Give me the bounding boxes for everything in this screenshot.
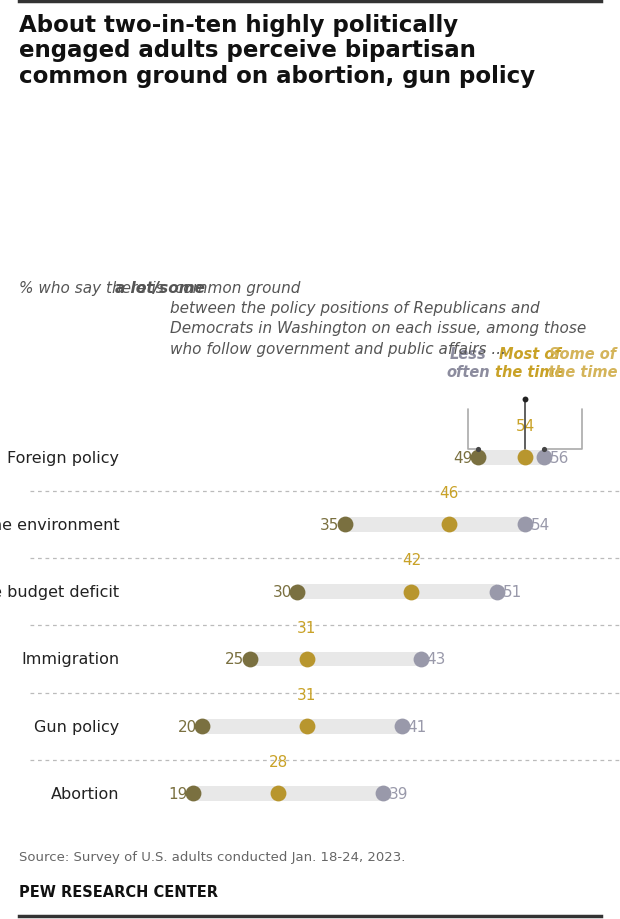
Point [198,719,208,733]
Text: 25: 25 [225,652,244,666]
Point [378,786,388,800]
Text: 54: 54 [531,517,551,532]
Text: a lot/some: a lot/some [115,280,205,295]
Point [293,584,303,599]
Text: The budget deficit: The budget deficit [0,584,119,599]
Text: 19: 19 [168,786,187,801]
Bar [193,786,383,800]
Text: 51: 51 [503,584,522,599]
Text: common ground
between the policy positions of Republicans and
Democrats in Washi: common ground between the policy positio… [170,280,586,357]
Bar [250,652,421,666]
Point [539,442,549,457]
Text: Immigration: Immigration [21,652,119,666]
Bar [345,517,525,532]
Bar [203,719,402,733]
Text: 28: 28 [269,754,288,769]
Point [188,786,198,800]
Point [473,450,483,465]
Point [520,450,530,465]
Text: 35: 35 [320,517,339,532]
Text: 31: 31 [297,620,317,635]
Point [416,652,426,666]
Text: 30: 30 [272,584,292,599]
Point [397,719,407,733]
Point [302,719,312,733]
Text: About two-in-ten highly politically
engaged adults perceive bipartisan
common gr: About two-in-ten highly politically enga… [19,14,534,88]
Text: 54: 54 [516,418,535,434]
Point [520,517,530,532]
Point [340,517,350,532]
Text: The environment: The environment [0,517,119,532]
Point [445,517,454,532]
Point [492,584,502,599]
Text: Abortion: Abortion [51,786,119,801]
Text: 46: 46 [440,486,459,501]
Text: 56: 56 [550,450,570,465]
Bar [478,450,544,465]
Text: 42: 42 [402,553,421,568]
Text: Source: Survey of U.S. adults conducted Jan. 18-24, 2023.: Source: Survey of U.S. adults conducted … [19,850,405,863]
Text: Most of
the time: Most of the time [495,346,565,380]
Text: 43: 43 [427,652,446,666]
Text: 31: 31 [297,687,317,702]
Text: 41: 41 [407,719,427,734]
Point [302,652,312,666]
Point [473,442,483,457]
Text: 39: 39 [389,786,408,801]
Point [407,584,417,599]
Bar [298,584,497,599]
Point [539,450,549,465]
Text: Less
often: Less often [446,346,490,380]
Text: PEW RESEARCH CENTER: PEW RESEARCH CENTER [19,884,218,899]
Point [520,391,530,406]
Point [273,786,283,800]
Text: % who say there is: % who say there is [19,280,168,295]
Text: 49: 49 [453,450,472,465]
Text: Gun policy: Gun policy [34,719,119,734]
Text: 20: 20 [177,719,197,734]
Text: Foreign policy: Foreign policy [7,450,119,465]
Text: Some of
the time: Some of the time [547,346,617,380]
Point [245,652,255,666]
